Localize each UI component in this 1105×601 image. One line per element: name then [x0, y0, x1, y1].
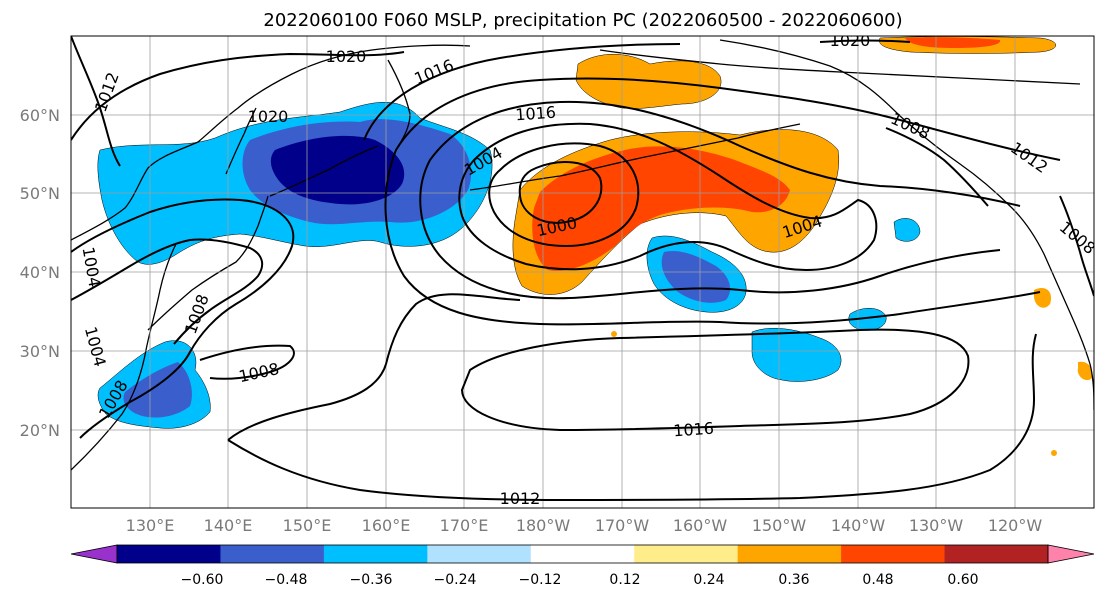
- latitude-ticks: 60°N 50°N 40°N 30°N 20°N: [20, 106, 60, 440]
- colorbar-segment: [737, 545, 842, 563]
- isobar-label: 1012: [500, 489, 541, 508]
- colorbar-extend-low: [70, 544, 118, 564]
- colorbar-segment: [220, 545, 325, 563]
- kuril-islands: [269, 145, 379, 197]
- isobar-1008-east: [885, 127, 989, 207]
- isobar-label: 1020: [326, 47, 367, 66]
- colorbar-segments: [70, 544, 1095, 564]
- colorbar-segment: [117, 545, 221, 563]
- isobar-1020-north: [819, 39, 911, 43]
- colorbar-tick-label: 0.24: [693, 572, 724, 588]
- isobar-1012-south: [227, 293, 1037, 502]
- colorbar-tick-label: −0.24: [434, 572, 477, 588]
- colorbar-tick-label: 0.36: [778, 572, 809, 588]
- isobar-1000: [518, 161, 603, 224]
- lon-tick-label: 170°W: [595, 516, 650, 535]
- lat-tick-label: 50°N: [20, 184, 60, 203]
- map-area: 1020 1016 1012 1020 1016 1004 1000 1008 …: [71, 31, 1094, 508]
- lon-tick-label: 150°W: [752, 516, 807, 535]
- pos-anomaly-dot: [1051, 450, 1057, 456]
- isobar-1016-south: [460, 328, 970, 432]
- alaska-coastline: [719, 39, 1094, 411]
- lon-tick-label: 130°W: [909, 516, 964, 535]
- isobar-1004-inner: [488, 142, 640, 248]
- lat-tick-label: 20°N: [20, 421, 60, 440]
- pos-anomaly-aleutian-core: [532, 146, 790, 271]
- lat-tick-label: 40°N: [20, 263, 60, 282]
- colorbar-segment: [944, 545, 1049, 563]
- lon-tick-label: 140°E: [204, 516, 253, 535]
- pos-anomaly-dot: [611, 331, 617, 337]
- colorbar-tick-label: 0.60: [947, 572, 978, 588]
- isobar-label: 1020: [830, 31, 871, 50]
- isobar-1008: [419, 100, 1021, 300]
- colorbar-segment: [427, 545, 532, 563]
- isobar-1016: [363, 43, 681, 141]
- isobar-label: 1016: [673, 419, 715, 441]
- colorbar-tick-label: −0.12: [519, 572, 562, 588]
- lon-tick-label: 120°W: [988, 516, 1043, 535]
- colorbar-tick-labels: −0.60 −0.48 −0.36 −0.24 −0.12 0.12 0.24 …: [181, 572, 979, 588]
- isobar-1012: [384, 77, 1061, 326]
- isobar-1008-central: [199, 344, 295, 380]
- isobars: [71, 36, 1094, 502]
- isobar-1004-east: [458, 122, 878, 272]
- isobar-1012-far-west: [71, 36, 121, 167]
- lon-tick-label: 140°W: [831, 516, 886, 535]
- isobar-1004-east-coast: [1059, 195, 1094, 297]
- colorbar-tick-label: −0.60: [181, 572, 224, 588]
- colorbar-segment: [841, 545, 946, 563]
- neg-anomaly-south-japan-core: [123, 362, 192, 418]
- pos-anomaly-baja: [1077, 361, 1093, 381]
- longitude-ticks: 130°E 140°E 150°E 160°E 170°E 180°W 170°…: [126, 516, 1043, 535]
- colorbar-segment: [323, 545, 428, 563]
- colorbar-tick-label: −0.48: [265, 572, 308, 588]
- lon-tick-label: 150°E: [283, 516, 332, 535]
- map-frame: [70, 35, 1095, 509]
- lon-tick-label: 130°E: [126, 516, 175, 535]
- isobar-1004-asia: [71, 238, 264, 345]
- lon-tick-label: 160°E: [362, 516, 411, 535]
- lat-tick-label: 60°N: [20, 106, 60, 125]
- japan-coastline: [147, 195, 269, 331]
- neg-anomaly-japan-deep: [270, 135, 405, 205]
- colorbar: −0.60 −0.48 −0.36 −0.24 −0.12 0.12 0.24 …: [70, 544, 1095, 588]
- neg-anomaly-gulf: [893, 218, 921, 242]
- colorbar-tick-label: 0.48: [862, 572, 893, 588]
- colorbar-segment: [530, 545, 635, 563]
- colorbar-tick-label: −0.36: [350, 572, 393, 588]
- arctic-coastline: [599, 49, 1081, 85]
- colorbar-extend-high: [1047, 544, 1095, 564]
- isobar-labels: 1020 1016 1012 1020 1016 1004 1000 1008 …: [79, 31, 1094, 508]
- pos-anomaly-arctic-core: [905, 37, 1001, 48]
- colorbar-segment: [634, 545, 739, 563]
- isobar-label: 1020: [248, 107, 289, 126]
- colorbar-tick-label: 0.12: [609, 572, 640, 588]
- colorbar-frame: [116, 544, 1049, 564]
- lon-tick-label: 160°W: [673, 516, 728, 535]
- lon-tick-label: 180°W: [516, 516, 571, 535]
- gridlines: [71, 36, 1094, 508]
- lat-tick-label: 30°N: [20, 342, 60, 361]
- neg-anomaly-hawaii-north: [751, 327, 842, 382]
- isobar-label: 1016: [515, 103, 557, 125]
- isobar-1008-asia: [71, 198, 295, 439]
- isobar-1020-northwest: [71, 51, 405, 141]
- lon-tick-label: 170°E: [440, 516, 489, 535]
- map-title: 2022060100 F060 MSLP, precipitation PC (…: [263, 10, 902, 31]
- aleutian-islands: [469, 123, 801, 191]
